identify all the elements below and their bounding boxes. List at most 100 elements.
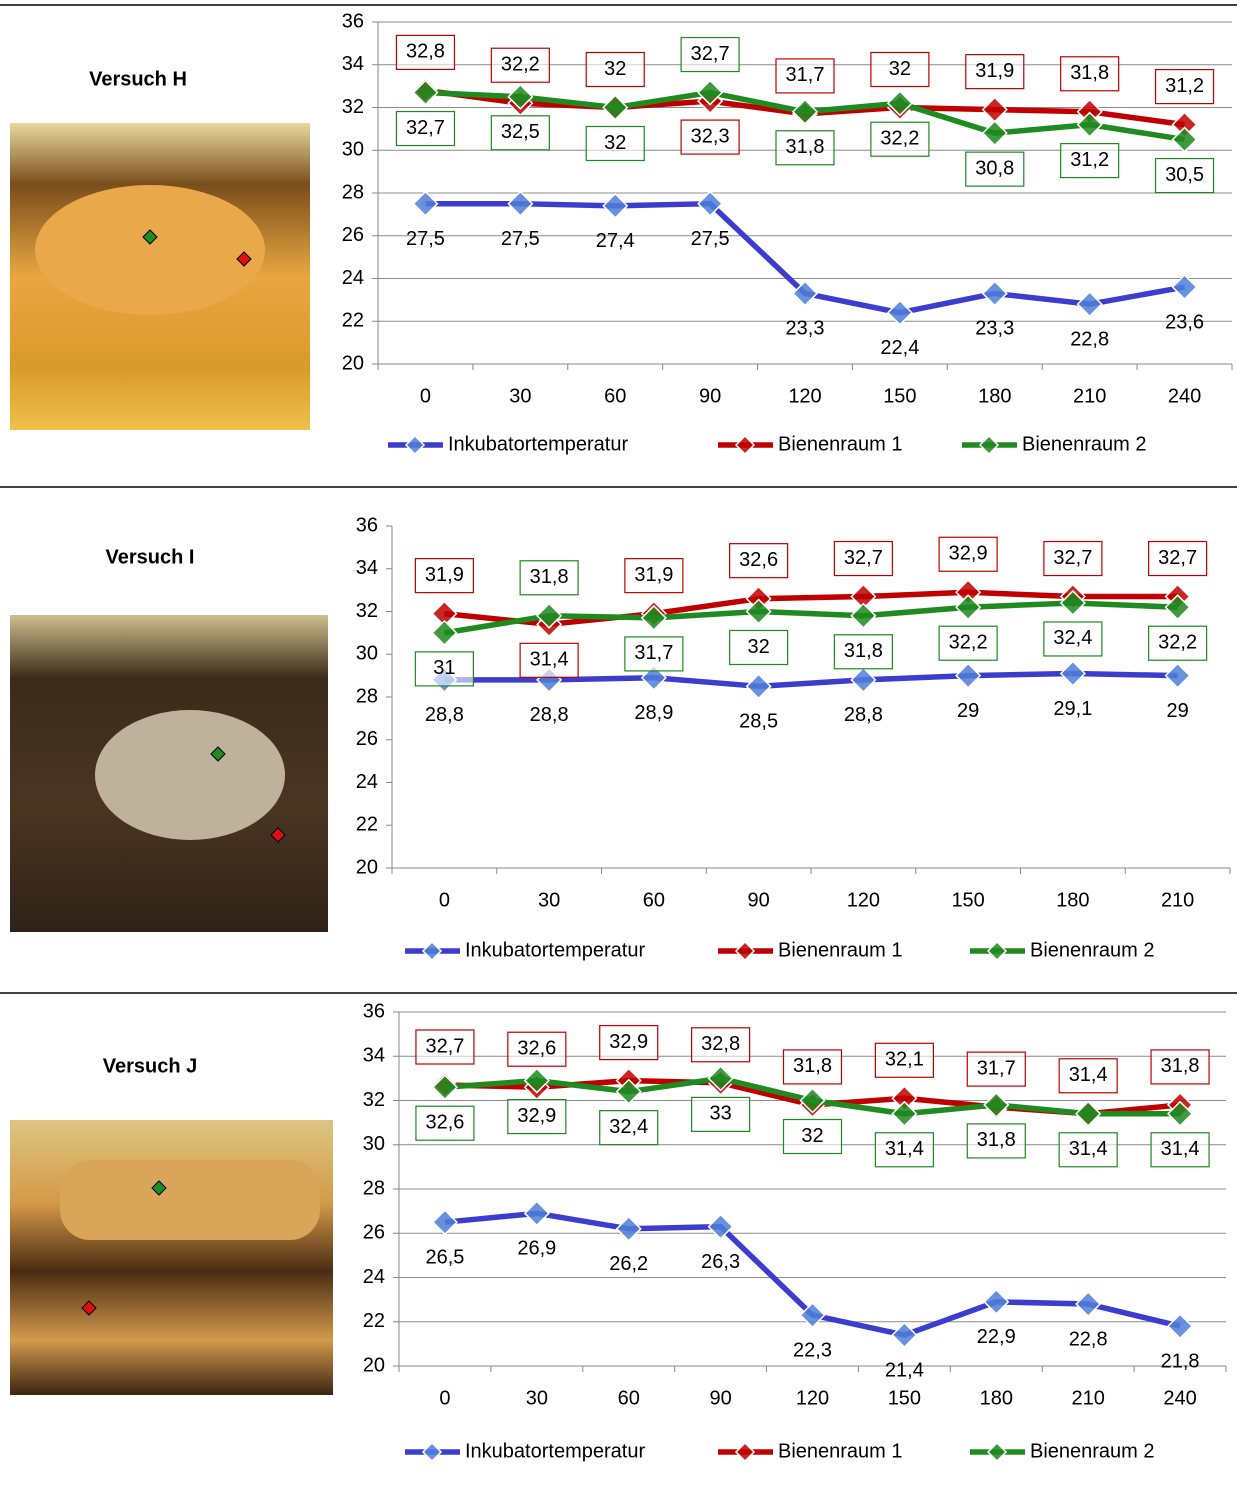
data-label: 32,2 (501, 54, 540, 76)
data-label: 26,9 (517, 1238, 556, 1260)
data-label: 32,9 (609, 1031, 648, 1053)
data-label: 32,6 (739, 549, 778, 571)
y-tick-label: 26 (342, 224, 364, 246)
y-tick-label: 22 (342, 310, 364, 332)
data-label: 31,7 (977, 1057, 1016, 1079)
data-label: 32,7 (425, 1035, 464, 1057)
data-label: 22,8 (1070, 328, 1109, 350)
data-label: 32,1 (885, 1049, 924, 1071)
data-point (984, 1290, 1008, 1314)
legend-marker (406, 436, 424, 454)
x-tick-label: 60 (618, 1387, 640, 1409)
data-label: 32 (748, 636, 770, 658)
chart-title: Versuch I (106, 546, 195, 568)
y-tick-label: 32 (363, 1089, 385, 1111)
x-tick-label: 30 (538, 889, 560, 911)
data-point (525, 1201, 549, 1225)
x-tick-label: 0 (439, 889, 450, 911)
data-label: 23,3 (786, 318, 825, 340)
y-tick-label: 22 (363, 1310, 385, 1332)
data-label: 32,4 (609, 1116, 648, 1138)
data-label: 32,2 (1158, 632, 1197, 654)
data-label: 32,8 (406, 41, 445, 63)
y-tick-label: 26 (363, 1222, 385, 1244)
data-label: 32 (801, 1125, 823, 1147)
legend-label: Bienenraum 1 (778, 433, 903, 455)
y-tick-label: 28 (363, 1177, 385, 1199)
data-label: 32,2 (949, 632, 988, 654)
data-label: 23,3 (975, 318, 1014, 340)
data-point (617, 1217, 641, 1241)
data-label: 32,7 (691, 43, 730, 65)
data-label: 22,3 (793, 1339, 832, 1361)
data-label: 28,5 (739, 711, 778, 733)
data-point (1173, 128, 1197, 152)
y-tick-label: 34 (363, 1045, 385, 1067)
data-label: 32 (604, 132, 626, 154)
data-point (956, 595, 980, 619)
legend-label: Bienenraum 2 (1030, 1440, 1155, 1462)
x-tick-label: 150 (883, 385, 916, 407)
data-label: 30,8 (975, 157, 1014, 179)
data-label: 32,8 (701, 1033, 740, 1055)
data-label: 32,4 (1053, 627, 1092, 649)
legend-marker (736, 436, 754, 454)
data-point (984, 1093, 1008, 1117)
data-label: 31,8 (1070, 62, 1109, 84)
x-tick-label: 120 (788, 385, 821, 407)
data-label: 22,8 (1069, 1328, 1108, 1350)
data-point (432, 621, 456, 645)
data-label: 33 (709, 1103, 731, 1125)
data-label: 31,8 (786, 136, 825, 158)
data-point (851, 668, 875, 692)
y-tick-label: 20 (342, 352, 364, 374)
data-label: 31,2 (1070, 149, 1109, 171)
x-tick-label: 0 (420, 385, 431, 407)
data-label: 31,4 (530, 649, 569, 671)
data-point (1078, 292, 1102, 316)
data-label: 22,9 (977, 1326, 1016, 1348)
data-point (508, 192, 532, 216)
x-tick-label: 30 (526, 1387, 548, 1409)
data-point (413, 81, 437, 105)
data-label: 28,8 (425, 704, 464, 726)
x-tick-label: 60 (604, 385, 626, 407)
x-tick-label: 90 (699, 385, 721, 407)
data-label: 31,4 (1069, 1138, 1108, 1160)
y-tick-label: 24 (356, 771, 378, 793)
legend-marker (423, 942, 441, 960)
x-tick-label: 0 (439, 1387, 450, 1409)
data-label: 27,4 (596, 230, 635, 252)
data-label: 31,8 (977, 1129, 1016, 1151)
y-tick-label: 30 (363, 1133, 385, 1155)
x-tick-label: 180 (980, 1387, 1013, 1409)
y-tick-label: 36 (356, 514, 378, 536)
y-tick-label: 28 (356, 685, 378, 707)
data-point (747, 674, 771, 698)
data-label: 31,9 (425, 564, 464, 586)
data-label: 32,7 (1053, 547, 1092, 569)
series (433, 1201, 1192, 1347)
data-point (892, 1323, 916, 1347)
photo (10, 1120, 333, 1395)
x-tick-label: 210 (1071, 1387, 1104, 1409)
chart-title: Versuch J (103, 1055, 198, 1077)
legend-marker (988, 942, 1006, 960)
data-point (1076, 1102, 1100, 1126)
y-tick-label: 28 (342, 181, 364, 203)
y-tick-label: 34 (356, 557, 378, 579)
x-tick-label: 120 (847, 889, 880, 911)
data-point (983, 98, 1007, 122)
x-tick-label: 180 (978, 385, 1011, 407)
y-tick-label: 24 (363, 1266, 385, 1288)
data-point (413, 192, 437, 216)
data-point (603, 194, 627, 218)
x-tick-label: 120 (796, 1387, 829, 1409)
x-tick-label: 210 (1161, 889, 1194, 911)
data-point (892, 1102, 916, 1126)
data-label: 32 (604, 58, 626, 80)
legend-label: Bienenraum 1 (778, 1440, 903, 1462)
data-label: 32,2 (880, 128, 919, 150)
data-point (983, 281, 1007, 305)
data-label: 26,3 (701, 1251, 740, 1273)
